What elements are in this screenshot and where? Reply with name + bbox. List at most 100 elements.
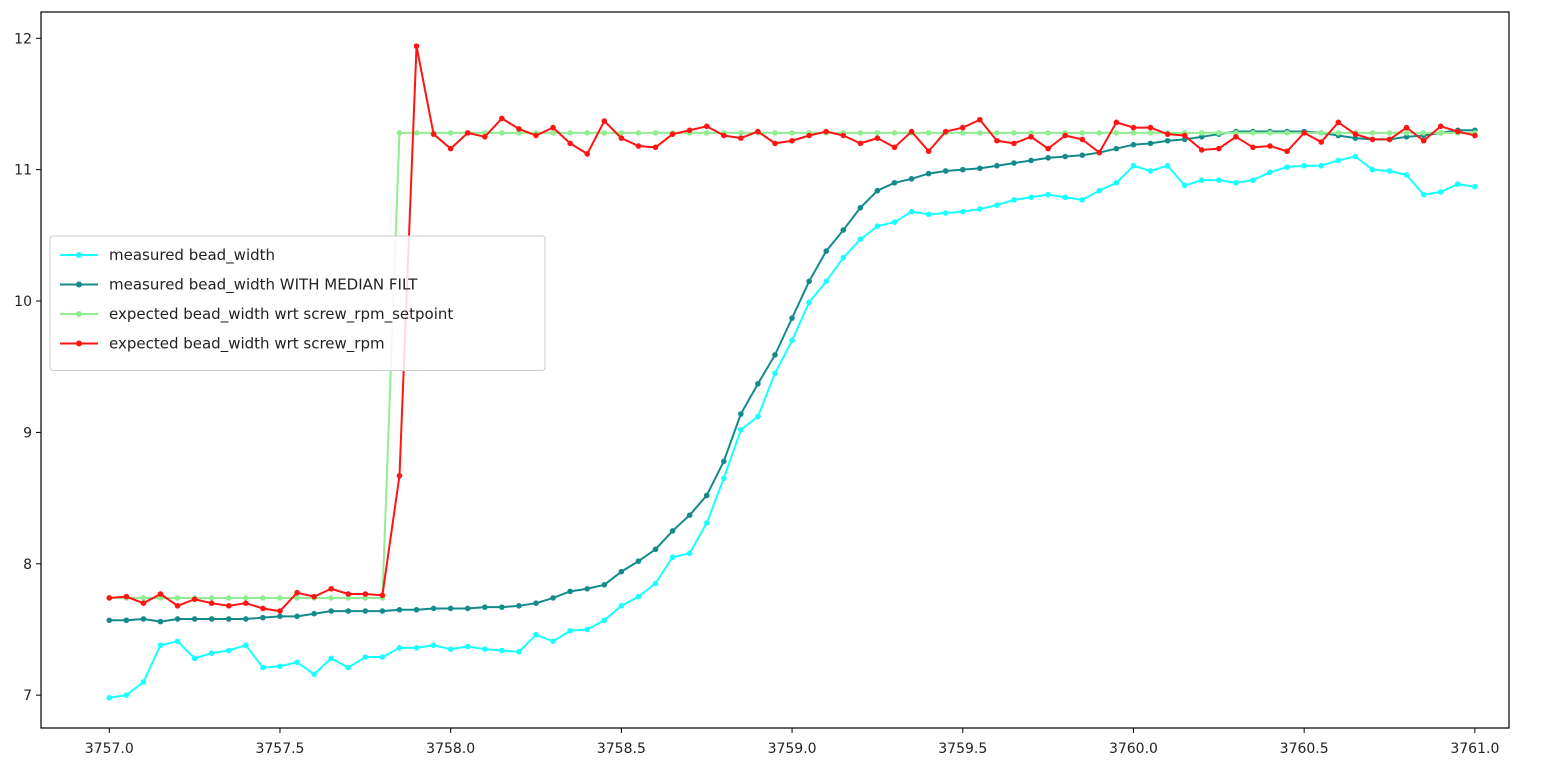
data-point (208, 650, 215, 656)
data-point (635, 130, 642, 136)
data-point (635, 593, 642, 600)
data-point (499, 647, 505, 654)
data-point (1164, 137, 1171, 144)
data-point (191, 616, 198, 622)
x-tick-label: 3759.0 (768, 741, 817, 757)
data-point (1045, 130, 1051, 136)
data-point (959, 130, 966, 136)
data-point (1301, 162, 1307, 169)
y-tick-label: 8 (23, 557, 32, 573)
data-point (447, 130, 454, 136)
data-point (106, 694, 113, 701)
data-point (1472, 183, 1478, 190)
data-point (652, 580, 659, 587)
data-point (294, 595, 300, 601)
data-point (1318, 130, 1325, 136)
data-point (891, 219, 898, 225)
data-point (977, 116, 983, 123)
legend-item-0: measured bead_width (60, 246, 275, 265)
data-point (1147, 140, 1154, 147)
data-point (857, 236, 864, 243)
data-point (294, 589, 300, 596)
data-point (686, 127, 693, 134)
data-point (260, 664, 266, 671)
data-point (1045, 191, 1051, 198)
data-point (1011, 197, 1017, 203)
data-point (686, 512, 693, 518)
data-point (1403, 124, 1410, 131)
data-point (362, 595, 369, 601)
data-point (840, 254, 847, 261)
data-point (311, 593, 317, 600)
data-point (328, 585, 334, 592)
data-point (1011, 140, 1017, 147)
data-point (243, 642, 249, 649)
series-0 (106, 153, 1478, 701)
data-point (720, 458, 727, 465)
x-tick-label: 3761.0 (1450, 741, 1499, 757)
data-point (1233, 130, 1239, 136)
data-point (1096, 149, 1103, 156)
data-point (1216, 130, 1222, 136)
data-point (1472, 132, 1478, 139)
data-point (652, 144, 659, 151)
data-point (1233, 179, 1239, 186)
data-point (191, 655, 198, 662)
x-axis: 3757.0 3757.5 3758.0 3758.5 3759.0 3759.5 3760… (85, 728, 1499, 757)
data-point (857, 204, 864, 211)
data-point (874, 187, 881, 194)
data-point (413, 43, 420, 49)
legend: measured bead_width measured bead_width W… (49, 235, 546, 371)
data-point (1386, 136, 1393, 143)
data-point (1079, 197, 1086, 203)
data-point (601, 118, 608, 124)
x-tick-label: 3757.0 (85, 741, 134, 757)
data-point (567, 130, 573, 136)
y-tick-label: 9 (23, 425, 32, 441)
data-point (208, 616, 215, 622)
data-point (567, 627, 573, 634)
data-point (652, 546, 659, 553)
data-point (499, 604, 505, 610)
data-point (874, 223, 881, 229)
data-point (464, 643, 471, 650)
data-point (430, 605, 437, 612)
data-point (874, 135, 881, 141)
data-point (1420, 137, 1427, 144)
data-point (1335, 157, 1342, 164)
data-point (1369, 130, 1376, 136)
data-point (328, 595, 334, 601)
data-point (345, 664, 352, 671)
data-point (464, 130, 471, 136)
legend-label: measured bead_width WITH MEDIAN FILT (109, 276, 418, 295)
data-point (977, 165, 983, 172)
data-point (1147, 124, 1154, 131)
data-point (277, 663, 283, 670)
data-point (1028, 134, 1034, 140)
data-point (1267, 169, 1273, 176)
data-point (311, 671, 317, 677)
data-point (1250, 144, 1256, 151)
data-point (1164, 131, 1171, 137)
y-tick-label: 10 (14, 294, 32, 310)
data-point (1028, 194, 1034, 201)
data-point (823, 248, 830, 254)
data-point (499, 115, 505, 122)
data-point (908, 128, 915, 135)
data-point (738, 135, 744, 141)
data-point (738, 411, 744, 417)
data-point (550, 124, 556, 131)
data-point (362, 591, 369, 597)
data-point (1284, 130, 1290, 136)
data-point (140, 595, 147, 601)
x-tick-label: 3759.5 (938, 741, 987, 757)
data-point (430, 642, 437, 649)
data-point (584, 151, 591, 157)
data-point (1437, 189, 1444, 195)
data-point (1216, 145, 1222, 152)
data-point (669, 131, 676, 137)
data-point (1113, 119, 1120, 126)
data-point (1403, 172, 1410, 178)
series-3 (106, 43, 1478, 614)
data-point (755, 413, 761, 420)
